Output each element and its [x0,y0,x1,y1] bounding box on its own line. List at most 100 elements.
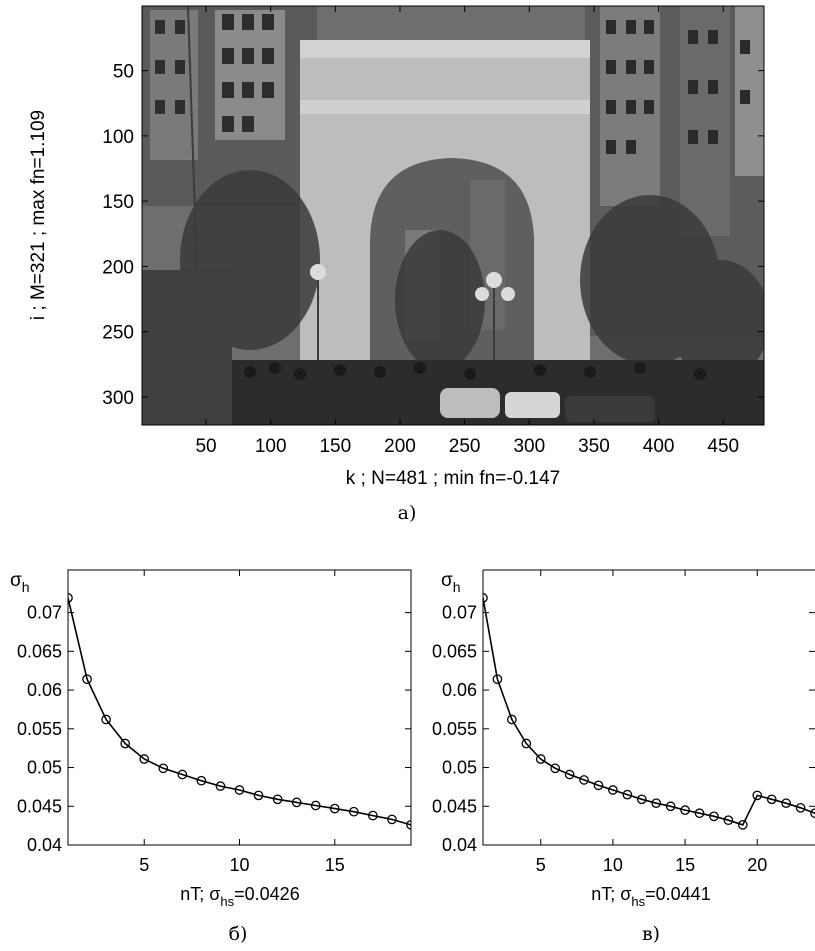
chart-c-y-tick-label: 0.07 [442,603,477,623]
chart-b-data-point [253,790,264,801]
chart-c-plot-area [483,593,815,830]
chart-c-data-point [622,789,633,800]
chart-c-data-point [709,811,719,822]
chart-c-data-point [507,714,517,725]
chart-c-data-point [608,785,618,795]
chart-b-data-point [291,797,302,808]
chart-b-data-point [406,820,411,830]
chart-c-y-tick-label: 0.06 [442,680,477,700]
photo-image [142,6,764,425]
chart-c-x-tick-label: 15 [675,855,695,875]
chart-c-data-point [521,738,532,749]
chart-c-data-point [665,801,676,812]
chart-b-y-tick-label: 0.065 [17,641,62,661]
chart-b-data-point [368,810,378,821]
chart-c-y-tick-label: 0.04 [442,835,477,855]
chart-b-data-point [82,674,92,685]
photo-x-axis-label: k ; N=481 ; min fn=-0.147 [346,468,560,489]
panel-label-c: в) [642,923,660,945]
chart-b-data-point [158,763,169,774]
chart-b-y-tick-label: 0.045 [17,796,62,816]
photo-y-tick-label: 100 [102,127,134,148]
photo-x-tick-label: 450 [707,436,739,457]
photo-y-tick-label: 300 [102,388,134,409]
chart-b-data-point [68,593,73,603]
photo-x-tick-label: 50 [195,436,216,457]
chart-c-data-point [483,593,488,603]
line-chart-c: 5 10 15 20 0.04 0.045 0.05 0.055 0.06 0.065 0.07 σ… [432,569,815,945]
chart-c-y-tick-label: 0.05 [442,758,477,778]
chart-c-x-tick-label: 20 [747,855,767,875]
chart-c-y-tick-label: 0.065 [432,641,477,661]
photo-x-tick-label: 100 [255,436,287,457]
photo-x-tick-label: 400 [643,436,675,457]
photo-x-tick-label: 250 [449,436,481,457]
photo-y-tick-label: 200 [102,257,134,278]
panel-label-a: а) [398,502,417,524]
chart-c-data-point [795,802,806,813]
photo-x-tick-label: 350 [578,436,610,457]
chart-c-data-point [694,808,705,819]
chart-b-y-tick-label: 0.055 [17,719,62,739]
chart-c-data-point [651,798,662,809]
chart-b-data-point [196,775,207,786]
chart-c-data-point [535,754,546,764]
chart-c-axes-frame [482,569,815,846]
chart-b-data-point [120,738,131,749]
chart-b-data-point [348,806,359,817]
photo-y-tick-label: 50 [113,62,134,83]
chart-b-axes: 5 10 15 0.04 0.045 0.05 0.055 0.06 0.065 0.07 [17,570,411,875]
chart-c-data-point [723,815,734,826]
chart-b-x-tick-label: 5 [139,855,149,875]
chart-c-data-point [564,769,575,780]
chart-c-data-point [579,775,589,785]
chart-c-data-point [492,674,503,685]
chart-b-series-line [68,597,411,826]
chart-b-y-tick-label: 0.05 [27,758,62,778]
chart-b-data-point [234,785,245,795]
panel-label-b: б) [229,923,248,945]
chart-c-y-axis-label: σh [441,570,461,595]
chart-b-plot-area [68,593,411,830]
chart-c-x-axis-label: nT; σhs=0.0441 [591,884,710,909]
chart-c-data-point [781,798,791,809]
chart-b-y-tick-label: 0.07 [27,603,62,623]
photo-panel: 50 100 150 200 250 300 350 400 450 50 100 150 200 250… [28,5,765,524]
photo-y-axis-label: i ; M=321 ; max fn=1.109 [28,110,49,320]
chart-b-x-tick-label: 15 [325,855,345,875]
chart-b-y-tick-label: 0.04 [27,835,62,855]
chart-b-data-point [215,781,226,791]
photo-x-tick-label: 200 [384,436,416,457]
chart-b-data-point [387,814,397,825]
photo-axes-frame [141,5,765,426]
chart-c-y-tick-label: 0.045 [432,796,477,816]
chart-b-data-point [101,714,111,725]
chart-c-data-point [680,805,690,815]
chart-c-series-line [483,597,815,826]
chart-c-x-tick-label: 10 [603,855,623,875]
chart-c-data-point [593,780,604,791]
chart-b-data-point [177,769,188,780]
chart-c-data-point [636,794,647,805]
photo-y-tick-label: 250 [102,323,134,344]
chart-c-data-point [766,794,777,805]
chart-b-axes-frame [67,569,412,846]
photo-x-tick-label: 150 [319,436,351,457]
chart-c-x-tick-label: 5 [536,855,546,875]
chart-b-data-point [329,803,340,814]
chart-b-data-point [139,754,150,764]
photo-x-tick-label: 300 [513,436,545,457]
chart-b-y-tick-label: 0.06 [27,680,62,700]
chart-b-y-axis-label: σh [10,570,30,595]
chart-c-data-point [752,790,763,801]
chart-c-y-tick-label: 0.055 [432,719,477,739]
photo-axes: 50 100 150 200 250 300 350 400 450 50 100 150 200 250… [102,6,764,457]
chart-b-x-tick-label: 10 [229,855,249,875]
chart-b-data-point [272,794,283,805]
chart-c-data-point [550,763,561,774]
chart-c-data-point [737,820,748,830]
photo-y-tick-label: 150 [102,192,134,213]
chart-b-x-axis-label: nT; σhs=0.0426 [180,884,299,909]
